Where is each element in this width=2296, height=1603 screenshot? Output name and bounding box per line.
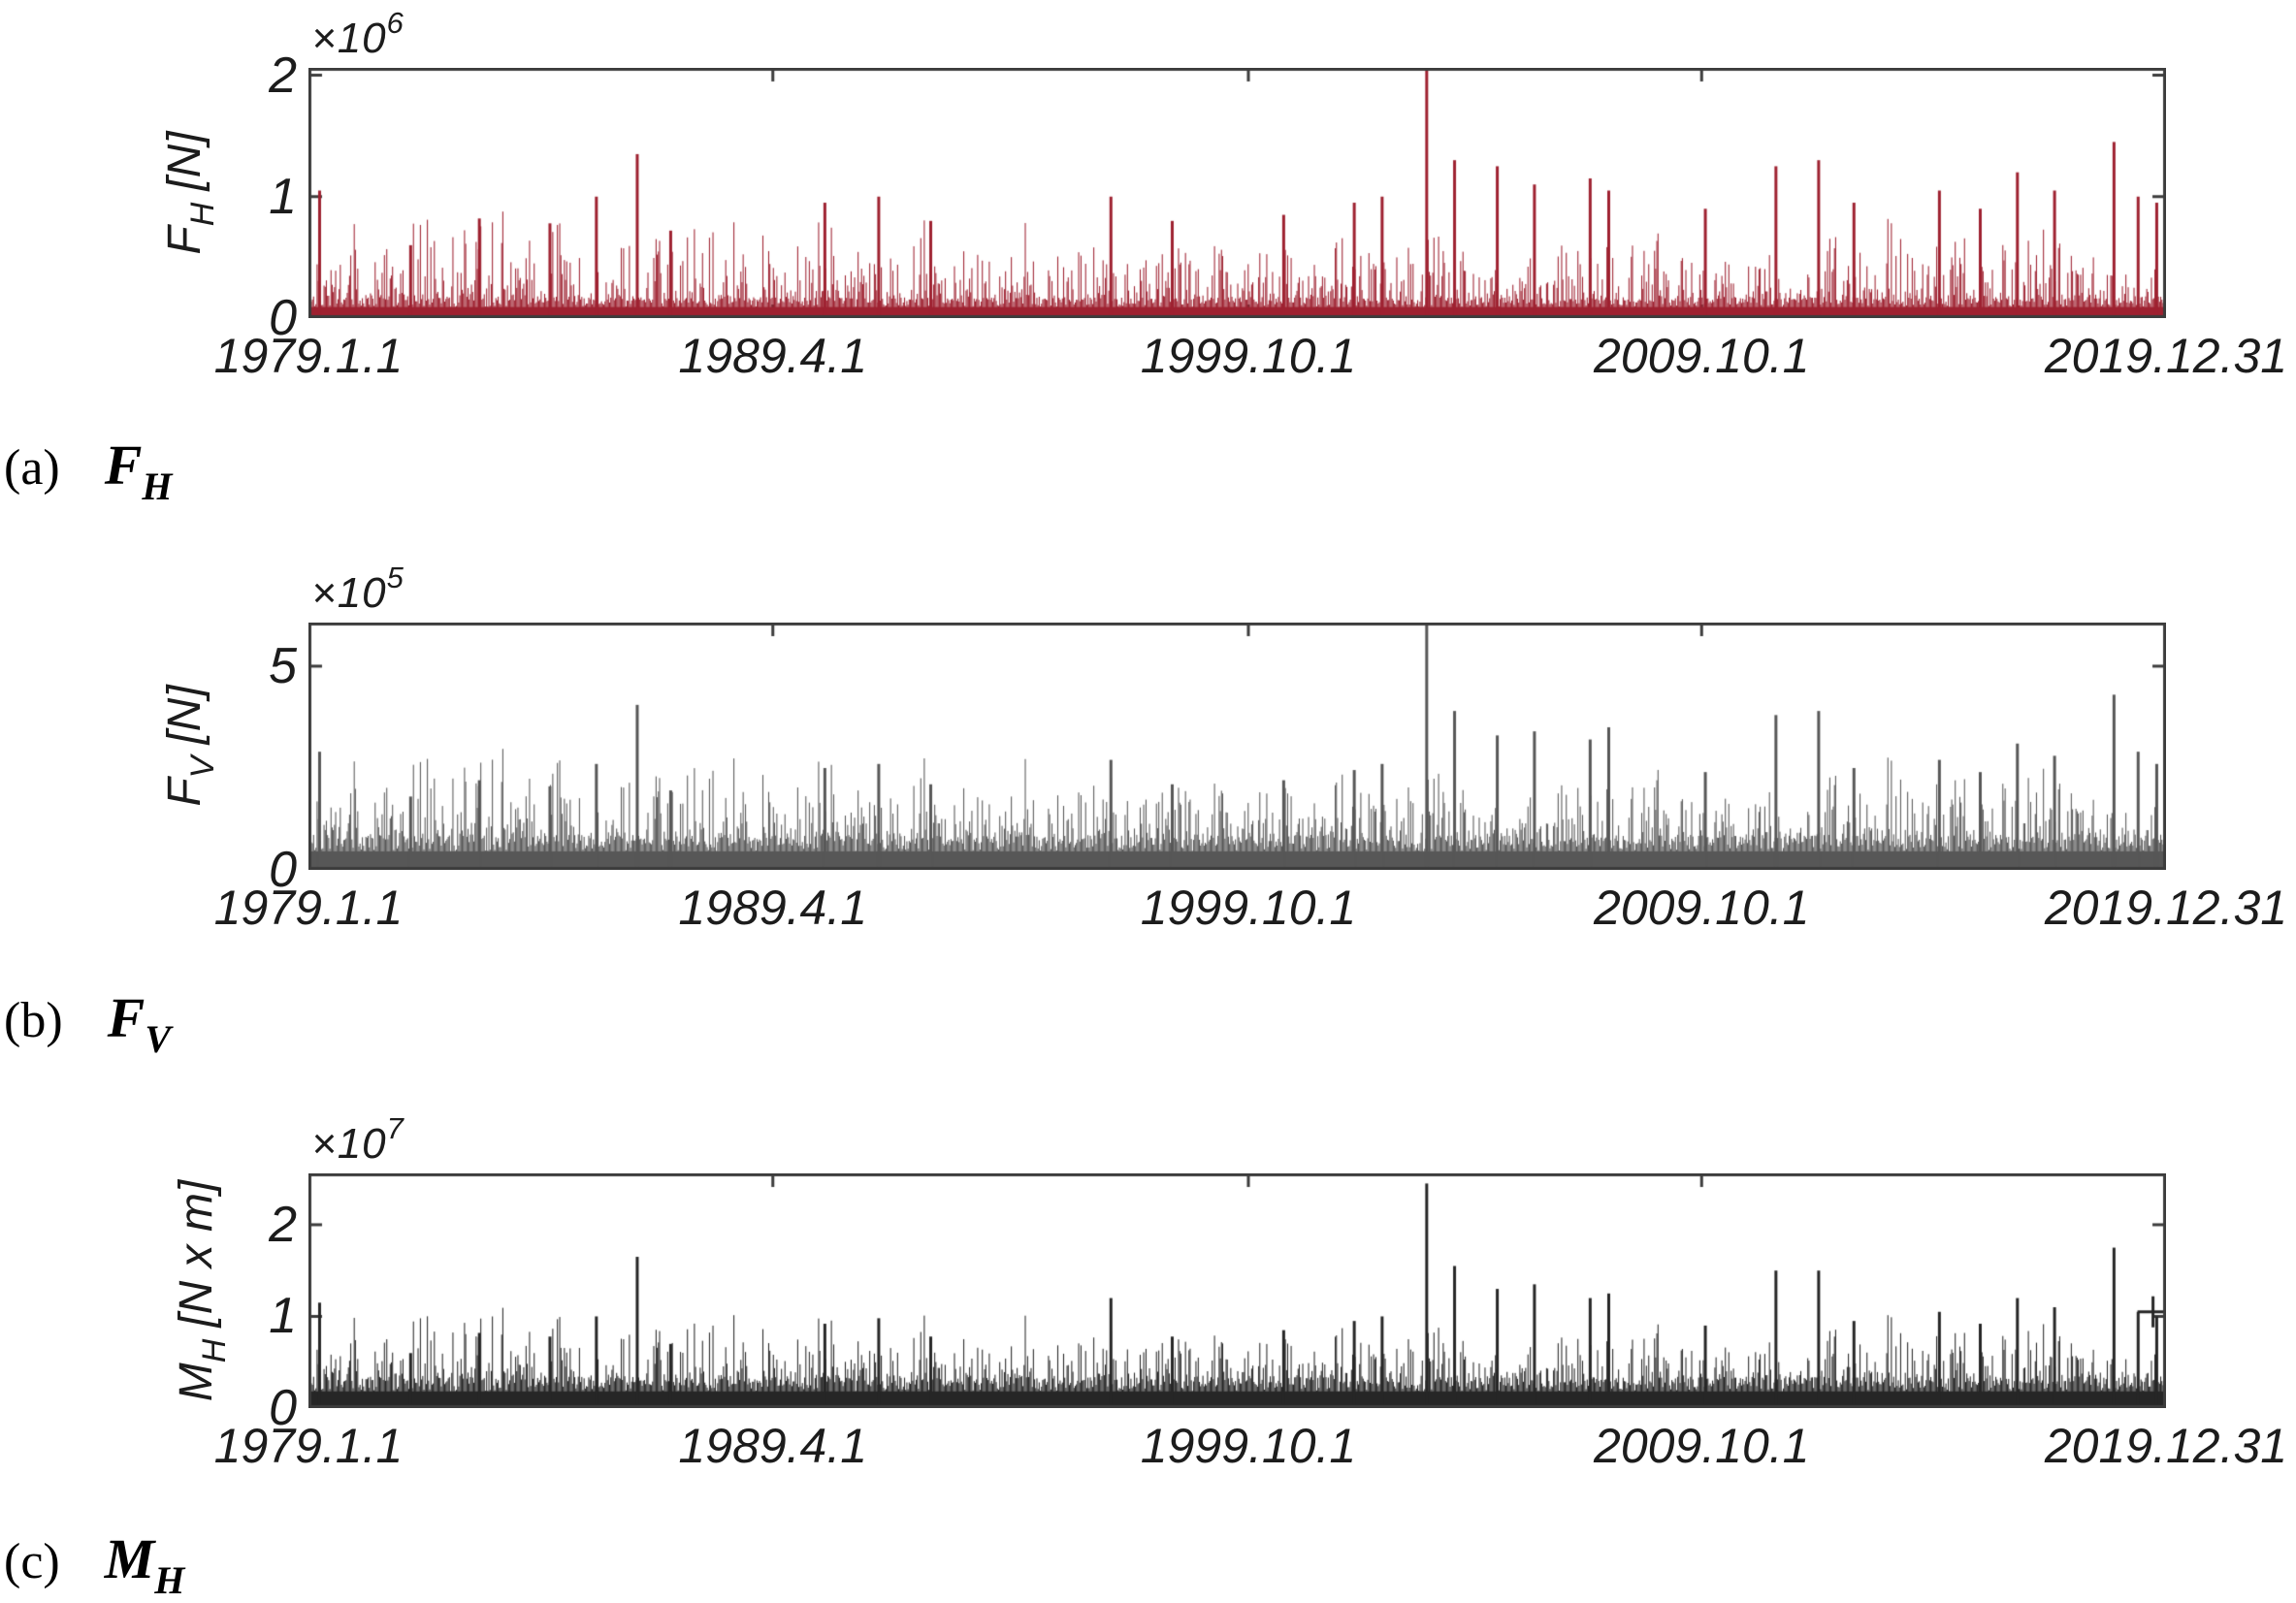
x-tick-label: 1989.4.1 (678, 881, 868, 935)
caption-symbol-main: M (104, 1527, 155, 1590)
x-tick-label: 1999.10.1 (1140, 881, 1357, 935)
y-tick-label: 0 (269, 290, 297, 346)
plot-area-mh (308, 1173, 2166, 1408)
plot-area-fv (308, 623, 2166, 870)
y-tick-label: 2 (269, 47, 297, 104)
x-tick-label: 2019.12.31 (2044, 881, 2288, 935)
caption-symbol-sub: H (154, 1558, 185, 1602)
fh-plot-canvas (308, 68, 2166, 318)
panel-caption-c: (c) MH (4, 1526, 184, 1603)
x-tick-label: 1979.1.1 (213, 881, 404, 935)
caption-symbol-sub: H (142, 465, 173, 508)
caption-index: (c) (4, 1534, 60, 1589)
caption-symbol-main: F (104, 433, 143, 497)
exponent-base: ×10 (311, 569, 387, 617)
ylabel-unit: [N x m] (171, 1179, 222, 1328)
caption-index: (a) (4, 440, 60, 496)
exponent-power: 7 (386, 1111, 404, 1145)
x-tick-label: 2009.10.1 (1594, 1419, 1810, 1473)
y-axis-exponent-mh: ×107 (311, 1111, 404, 1169)
x-tick-label: 2019.12.31 (2044, 329, 2288, 383)
x-tick-label: 1999.10.1 (1140, 329, 1357, 383)
y-axis-exponent-fv: ×105 (311, 561, 404, 618)
caption-index: (b) (4, 993, 63, 1048)
x-tick-label: 2009.10.1 (1594, 881, 1810, 935)
exponent-base: ×10 (311, 15, 387, 62)
y-axis-label-mh: MH [N x m] (170, 1180, 234, 1402)
panel-caption-b: (b) FV (4, 985, 171, 1062)
ylabel-subscript: H (196, 1338, 233, 1363)
y-tick-label: 2 (269, 1196, 297, 1253)
caption-symbol-main: F (107, 986, 146, 1049)
y-tick-label: 1 (269, 1288, 297, 1345)
y-tick-label: 1 (269, 168, 297, 225)
caption-symbol-sub: V (145, 1017, 172, 1061)
y-axis-exponent-fh: ×106 (311, 6, 404, 63)
exponent-power: 5 (386, 561, 404, 594)
y-tick-label: 0 (269, 1380, 297, 1436)
fv-plot-canvas (308, 623, 2166, 870)
x-tick-label: 1989.4.1 (678, 1419, 868, 1473)
x-tick-label: 1979.1.1 (213, 329, 404, 383)
x-tick-label: 2019.12.31 (2044, 1419, 2288, 1473)
panel-caption-a: (a) FH (4, 433, 173, 509)
caption-symbol: MH (104, 1527, 185, 1602)
x-tick-label: 1999.10.1 (1140, 1419, 1357, 1473)
exponent-power: 6 (386, 6, 404, 40)
x-tick-label: 1989.4.1 (678, 329, 868, 383)
mh-plot-canvas (308, 1173, 2166, 1408)
ylabel-symbol: M (171, 1363, 222, 1402)
caption-symbol: FH (104, 433, 173, 508)
y-tick-label: 5 (269, 637, 297, 694)
y-tick-label: 0 (269, 842, 297, 898)
exponent-base: ×10 (311, 1120, 387, 1168)
x-tick-label: 1979.1.1 (213, 1419, 404, 1473)
plot-area-fh (308, 68, 2166, 318)
x-tick-label: 2009.10.1 (1594, 329, 1810, 383)
caption-symbol: FV (107, 986, 171, 1061)
